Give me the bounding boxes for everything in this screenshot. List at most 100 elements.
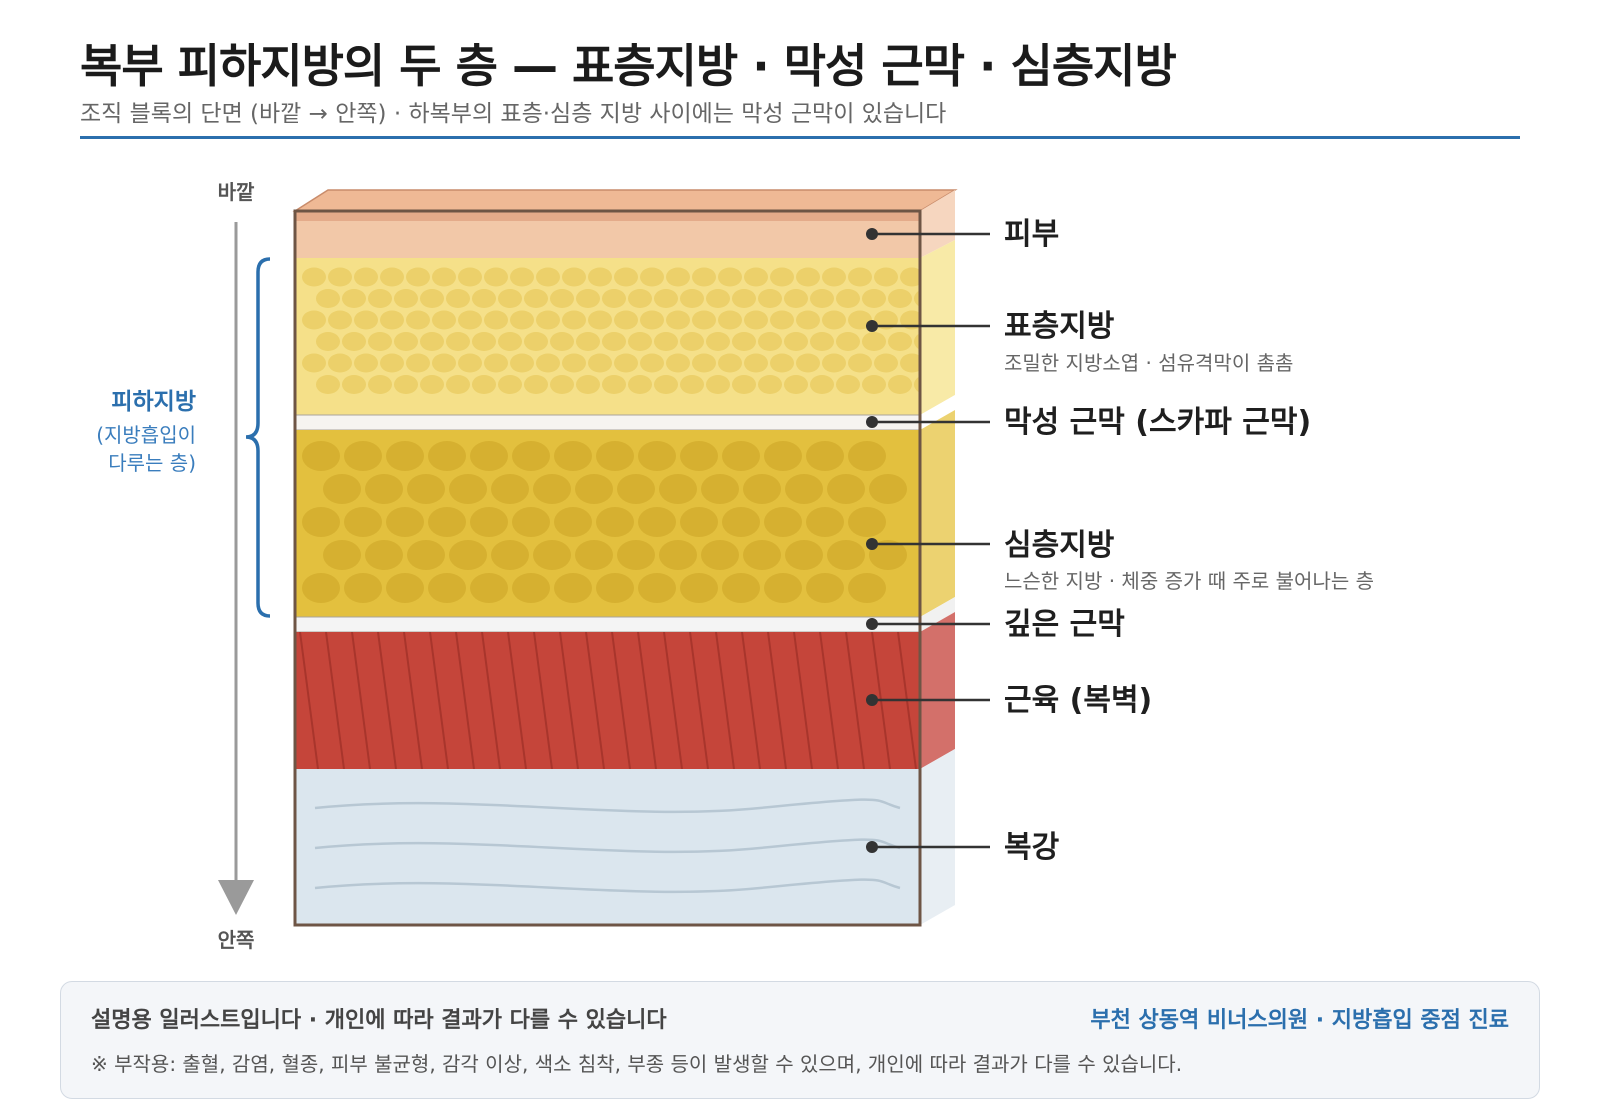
superficial-fat-lobule	[354, 310, 378, 330]
deep-fat-lobule	[344, 573, 382, 603]
label-abdominal-cavity: 복강	[1004, 830, 1060, 865]
deep-fat-lobule	[428, 507, 466, 537]
deep-fat-lobule	[428, 441, 466, 471]
deep-fat-lobule	[743, 540, 781, 570]
superficial-fat-lobule	[368, 332, 392, 351]
deep-fat-lobule	[554, 441, 592, 471]
deep-fat-lobule	[596, 441, 634, 471]
muscle-fiber	[455, 632, 475, 769]
superficial-fat-lobule	[680, 332, 704, 351]
label-deep-fascia: 깊은 근막	[1004, 607, 1125, 642]
superficial-fat-lobule	[666, 310, 690, 330]
superficial-fat-lobule	[562, 353, 586, 373]
superficial-fat-lobule	[732, 375, 756, 394]
superficial-fat-lobule	[446, 375, 470, 394]
superficial-fat-lobule	[510, 267, 534, 287]
muscle-fiber	[611, 632, 631, 769]
deep-fat-lobule	[344, 441, 382, 471]
muscle-fiber	[637, 632, 657, 769]
superficial-fat-lobule	[654, 289, 678, 308]
superficial-fat-lobule	[614, 267, 638, 287]
superficial-fat-lobule	[328, 267, 352, 287]
deep-fat-lobule	[722, 441, 760, 471]
superficial-fat-lobule	[666, 353, 690, 373]
superficial-fat-lobule	[524, 375, 548, 394]
superficial-fat-lobule	[640, 267, 664, 287]
abdominal-cavity-waves	[314, 798, 901, 894]
superficial-fat-lobule	[484, 267, 508, 287]
label-superficial-fat: 표층지방	[1004, 309, 1115, 344]
superficial-fat-lobule	[588, 267, 612, 287]
superficial-fat-lobule	[744, 267, 768, 287]
deep-fat-lobule	[806, 441, 844, 471]
superficial-fat-lobules	[302, 267, 920, 394]
superficial-fat-lobule	[394, 332, 418, 351]
deep-fat-lobule	[680, 573, 718, 603]
superficial-fat-lobule	[614, 353, 638, 373]
deep-fat-lobule	[806, 507, 844, 537]
superficial-fat-lobule	[458, 267, 482, 287]
deep-fat-lobule	[827, 540, 865, 570]
superficial-fat-lobule	[888, 332, 912, 351]
superficial-fat-lobule	[692, 353, 716, 373]
deep-fat-lobule	[722, 507, 760, 537]
deep-fat-lobule	[323, 540, 361, 570]
superficial-fat-lobule	[628, 375, 652, 394]
label-muscle: 근육 (복벽)	[1004, 683, 1152, 718]
superficial-fat-lobule	[432, 353, 456, 373]
superficial-fat-lobule	[770, 353, 794, 373]
superficial-fat-lobule	[394, 289, 418, 308]
superficial-fat-lobule	[302, 353, 326, 373]
superficial-fat-lobule	[680, 375, 704, 394]
deep-fat-lobule	[470, 507, 508, 537]
footer-panel: 설명용 일러스트입니다 · 개인에 따라 결과가 다를 수 있습니다 부천 상동…	[60, 981, 1540, 1099]
superficial-fat-lobule	[484, 353, 508, 373]
superficial-fat-lobule	[706, 289, 730, 308]
deep-fat-lobule	[764, 573, 802, 603]
deep-fat-lobule	[323, 474, 361, 504]
muscle-fiber	[481, 632, 501, 769]
block-side-faces	[292, 189, 958, 925]
superficial-fat-lobule	[498, 332, 522, 351]
page-subtitle: 조직 블록의 단면 (바깥 → 안쪽) · 하복부의 표층·심층 지방 사이에는…	[80, 101, 947, 127]
superficial-fat-lobule	[862, 332, 886, 351]
superficial-fat-lobule	[796, 353, 820, 373]
superficial-fat-lobule	[862, 289, 886, 308]
superficial-fat-lobule	[732, 289, 756, 308]
superficial-fat-lobule	[718, 267, 742, 287]
superficial-fat-lobule	[562, 267, 586, 287]
deep-fat-lobule	[785, 474, 823, 504]
superficial-fat-lobule	[484, 310, 508, 330]
superficial-fat-lobule	[446, 332, 470, 351]
deep-fat-lobule	[575, 474, 613, 504]
deep-fat-lobule	[554, 573, 592, 603]
title-divider	[80, 136, 1520, 139]
deep-fat-lobule	[533, 474, 571, 504]
bracket-title: 피하지방	[111, 389, 196, 415]
deep-fat-lobule	[764, 441, 802, 471]
superficial-fat-lobule	[354, 353, 378, 373]
muscle-fiber	[663, 632, 683, 769]
superficial-fat-lobule	[302, 310, 326, 330]
superficial-fat-lobule	[510, 353, 534, 373]
superficial-fat-lobule	[472, 375, 496, 394]
superficial-fat-lobule	[536, 310, 560, 330]
superficial-fat-lobule	[498, 375, 522, 394]
superficial-fat-lobule	[342, 375, 366, 394]
deep-fat-lobule	[512, 507, 550, 537]
superficial-fat-lobule	[550, 289, 574, 308]
muscle-fiber	[689, 632, 709, 769]
superficial-fat-lobule	[536, 267, 560, 287]
deep-fat-lobule	[533, 540, 571, 570]
superficial-fat-lobule	[680, 289, 704, 308]
deep-fat-lobule	[554, 507, 592, 537]
deep-fat-lobule	[491, 540, 529, 570]
superficial-fat-lobule	[862, 375, 886, 394]
superficial-fat-lobule	[524, 332, 548, 351]
deep-fat-lobule	[512, 573, 550, 603]
superficial-fat-lobule	[758, 289, 782, 308]
superficial-fat-lobule	[406, 310, 430, 330]
superficial-fat-lobule	[810, 375, 834, 394]
superficial-fat-lobule	[836, 289, 860, 308]
deep-fat-lobule	[302, 573, 340, 603]
